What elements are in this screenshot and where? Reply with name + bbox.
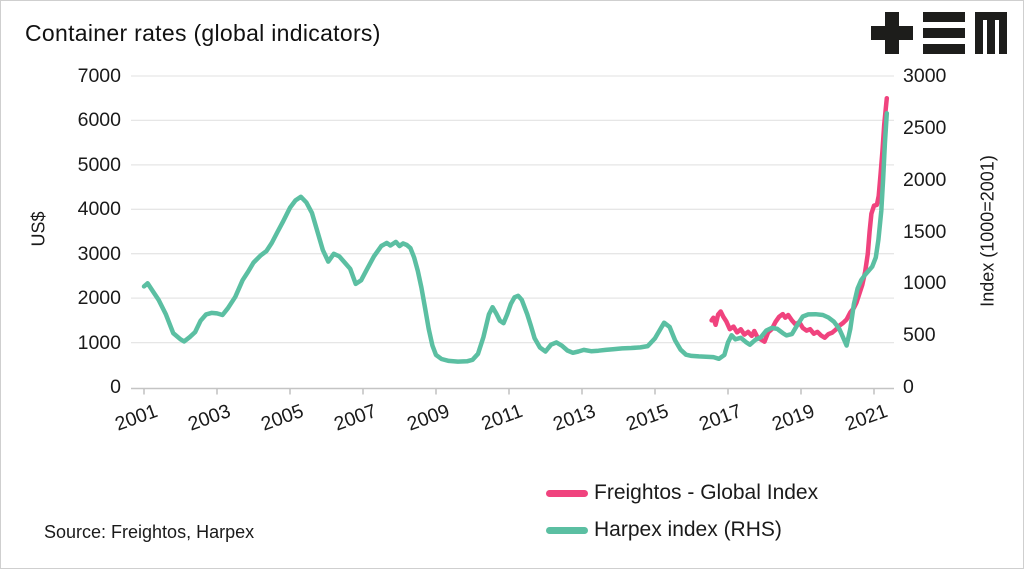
right-axis-title: Index (1000=2001) — [977, 155, 998, 307]
left-axis-tick-label: 7000 — [77, 65, 121, 87]
x-axis-tick-label: 2005 — [258, 400, 307, 436]
legend-item: Freightos - Global Index — [546, 481, 818, 505]
left-axis-tick-label: 6000 — [77, 109, 121, 132]
x-axis-tick-label: 2021 — [842, 400, 891, 436]
x-axis-tick-label: 2017 — [696, 400, 745, 436]
x-axis-tick-label: 2003 — [185, 400, 234, 436]
source-note: Source: Freightos, Harpex — [44, 522, 255, 542]
x-axis-tick-label: 2001 — [112, 400, 161, 436]
legend-item: Harpex index (RHS) — [546, 518, 818, 542]
page-title: Container rates (global indicators) — [25, 20, 381, 46]
legend: Freightos - Global Index Harpex index (RH… — [546, 481, 818, 542]
right-axis-tick-label: 1000 — [903, 272, 947, 295]
right-axis-tick-label: 0 — [903, 376, 914, 398]
series-line-harpex — [141, 111, 890, 364]
legend-label: Freightos - Global Index — [594, 481, 819, 504]
left-axis-tick-label: 3000 — [77, 242, 121, 265]
right-axis-tick-label: 500 — [903, 324, 936, 347]
left-axis-tick-label: 5000 — [77, 153, 121, 176]
x-axis-tick-label: 2007 — [331, 400, 380, 436]
right-axis-tick-label: 2500 — [903, 116, 947, 139]
left-axis-tick-label: 4000 — [77, 198, 121, 221]
right-axis-tick-label: 3000 — [903, 65, 947, 87]
x-axis-tick-label: 2019 — [769, 400, 818, 436]
tem-logo — [871, 12, 1007, 54]
series-line-freightos — [709, 95, 890, 344]
left-axis-tick-label: 1000 — [77, 331, 121, 354]
legend-swatch-icon — [546, 526, 588, 534]
right-axis-tick-label: 1500 — [903, 220, 947, 243]
x-axis-tick-label: 2015 — [623, 400, 672, 436]
m-glyph-icon — [975, 12, 1007, 54]
left-axis-tick-label: 2000 — [77, 287, 121, 310]
x-axis-tick-label: 2011 — [478, 400, 526, 436]
left-axis-tick-label: 0 — [110, 376, 121, 398]
x-axis-tick-label: 2013 — [550, 400, 599, 436]
legend-swatch-icon — [546, 489, 588, 497]
x-axis-tick-label: 2009 — [404, 400, 453, 436]
right-axis-tick-label: 2000 — [903, 168, 947, 191]
legend-label: Harpex index (RHS) — [594, 518, 782, 541]
triple-bar-icon — [923, 12, 965, 22]
